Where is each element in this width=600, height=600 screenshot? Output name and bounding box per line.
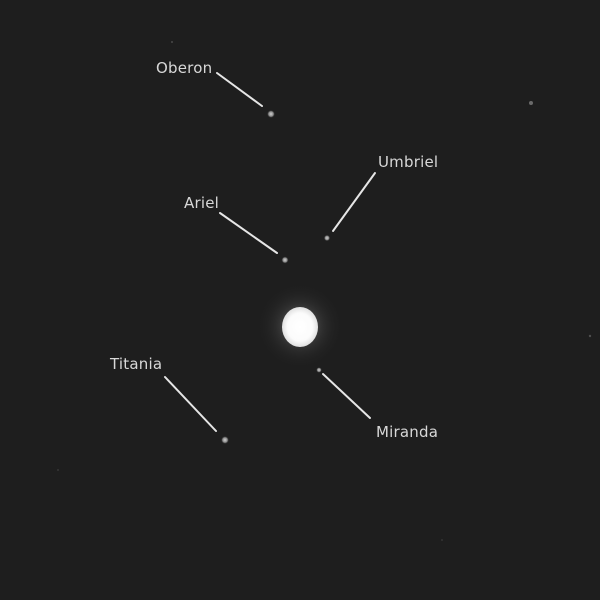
umbriel-moon [323, 234, 331, 242]
umbriel-pointer [332, 172, 376, 232]
uranus-planet [256, 282, 344, 370]
titania-label: Titania [110, 355, 163, 373]
ariel-label: Ariel [184, 194, 219, 212]
titania-moon [221, 436, 229, 444]
miranda-pointer [322, 373, 371, 419]
miranda-moon [316, 367, 322, 373]
oberon-label: Oberon [156, 59, 213, 77]
ariel-pointer [219, 212, 278, 254]
oberon-pointer [216, 72, 263, 107]
miranda-label: Miranda [376, 423, 439, 441]
titania-pointer [164, 376, 217, 432]
oberon-moon [267, 110, 275, 118]
pointer-lines [164, 72, 376, 432]
moon-markers [221, 110, 331, 444]
umbriel-label: Umbriel [378, 153, 439, 171]
background-stars [57, 41, 592, 541]
ariel-moon [281, 256, 289, 264]
